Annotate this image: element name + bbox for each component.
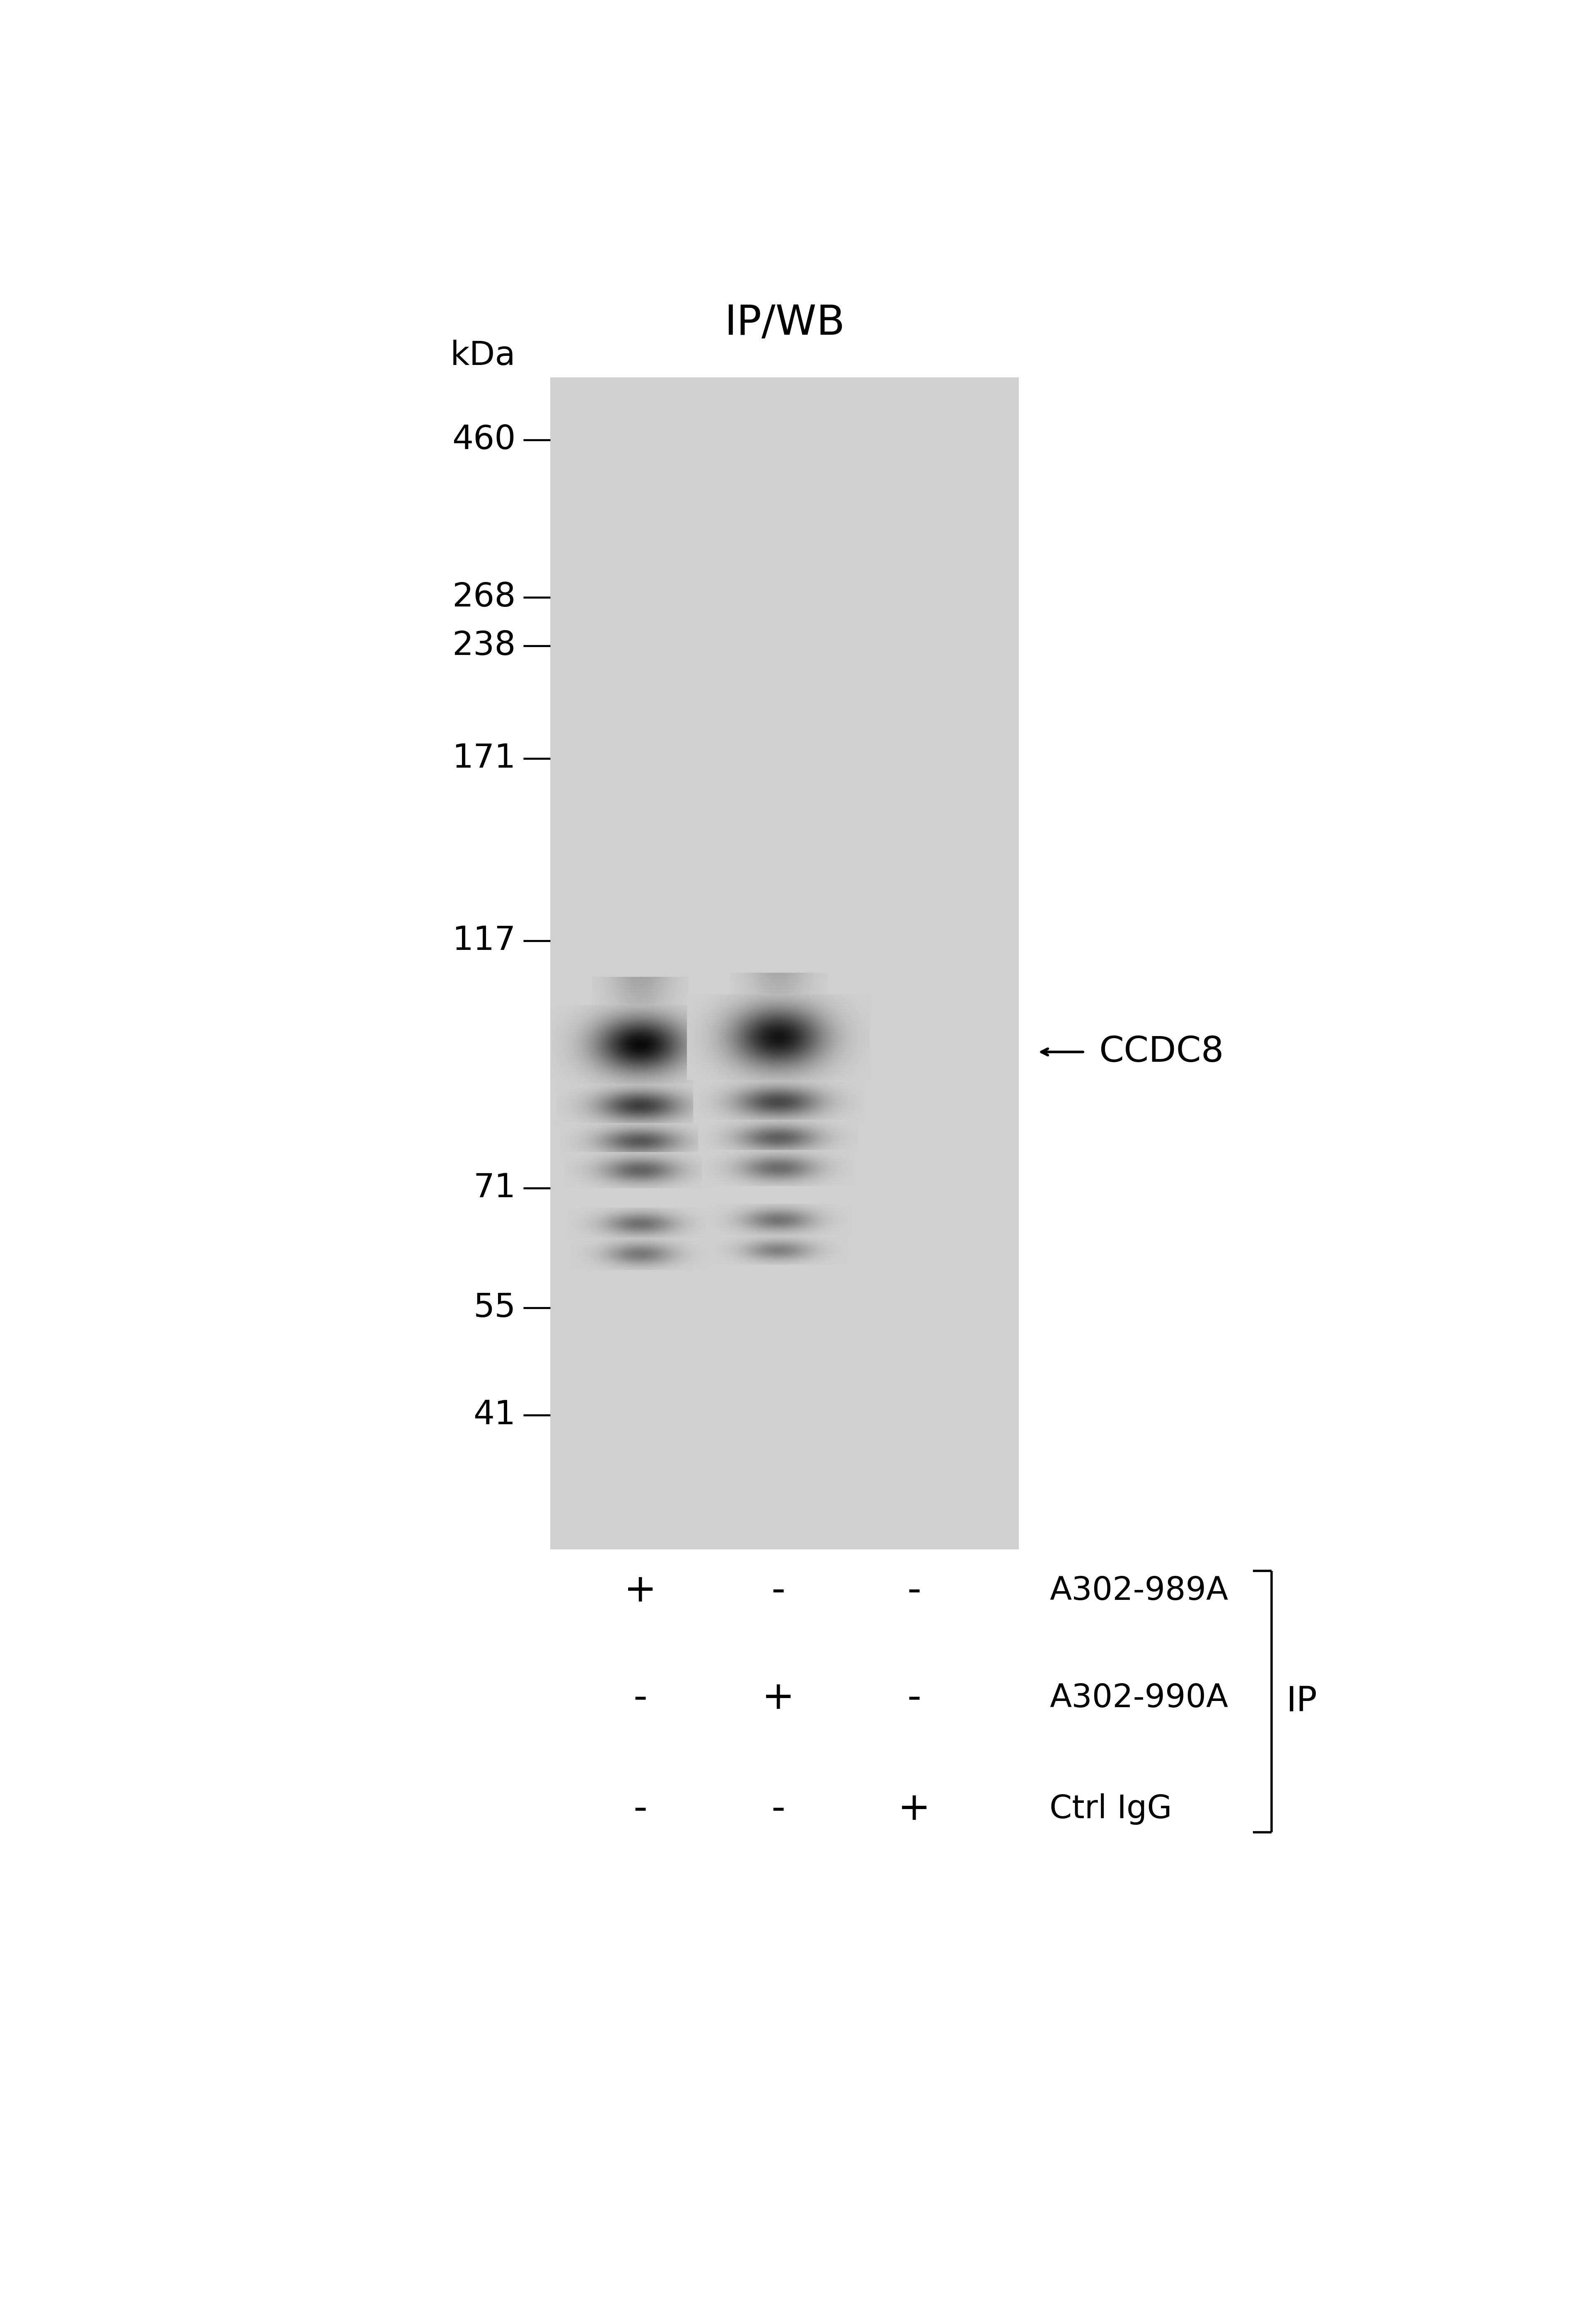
Text: 460: 460 [452,423,515,456]
Text: 268: 268 [452,581,515,614]
Text: A302-989A: A302-989A [1050,1576,1228,1606]
Text: -: - [772,1571,786,1611]
Text: Ctrl IgG: Ctrl IgG [1050,1794,1173,1824]
Text: A302-990A: A302-990A [1050,1683,1228,1713]
Text: 238: 238 [452,630,515,662]
Text: 117: 117 [452,925,515,957]
Text: 171: 171 [452,741,515,774]
Text: -: - [907,1571,921,1611]
Text: +: + [762,1678,796,1717]
Text: 41: 41 [474,1399,515,1432]
Text: kDa: kDa [450,339,515,372]
Text: 71: 71 [474,1171,515,1204]
Text: CCDC8: CCDC8 [1099,1034,1223,1069]
Text: IP: IP [1287,1685,1317,1717]
Text: +: + [897,1789,931,1829]
Bar [550,376,1018,1550]
Text: -: - [633,1789,648,1829]
Text: -: - [633,1678,648,1717]
Text: 55: 55 [473,1292,515,1325]
Text: IP/WB: IP/WB [724,302,845,344]
Text: -: - [907,1678,921,1717]
Text: +: + [624,1571,657,1611]
Text: -: - [772,1789,786,1829]
